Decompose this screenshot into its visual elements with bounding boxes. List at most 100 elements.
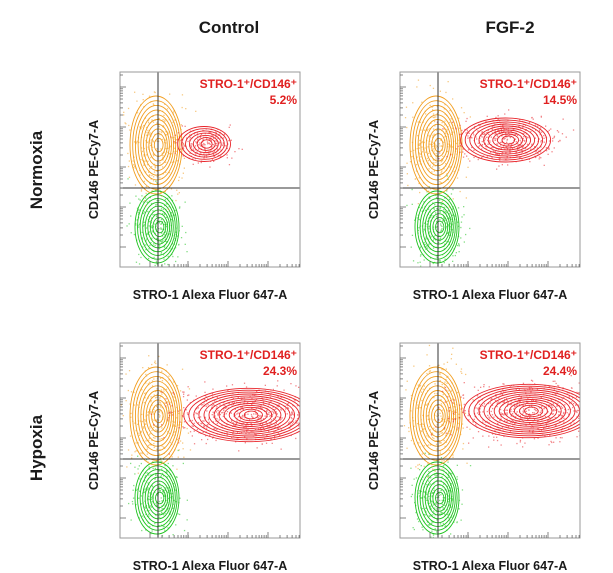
event-dot [254, 433, 256, 436]
event-dot [519, 439, 522, 441]
event-dot [154, 163, 156, 165]
event-dot [138, 406, 140, 408]
contour-line [501, 135, 516, 145]
event-dot [417, 464, 419, 466]
event-dot [488, 446, 490, 448]
event-dot [145, 192, 147, 194]
event-dot [226, 147, 228, 149]
event-dot [281, 396, 283, 398]
event-dot [452, 347, 454, 349]
event-dot [230, 420, 233, 422]
event-dot [427, 476, 429, 478]
event-dot [165, 499, 167, 502]
contour-line [492, 131, 524, 149]
event-dot [158, 117, 160, 120]
event-dot [421, 101, 423, 103]
event-dot [178, 207, 181, 209]
event-dot [517, 414, 519, 416]
event-dot [140, 190, 143, 192]
event-dot [150, 396, 152, 398]
event-dot [306, 422, 307, 423]
event-dot [129, 435, 132, 437]
event-dot [144, 506, 146, 508]
contour-line [238, 408, 263, 422]
event-dot [483, 386, 485, 388]
event-dot [421, 146, 423, 148]
event-dot [481, 148, 483, 150]
event-dot [469, 465, 472, 467]
event-dot [528, 405, 531, 407]
event-dot [302, 406, 303, 407]
event-dot [441, 390, 444, 393]
event-dot [145, 171, 147, 173]
event-dot [511, 143, 513, 146]
event-dot [158, 221, 160, 223]
event-dot [538, 131, 541, 133]
event-dot [146, 453, 148, 455]
event-dot [232, 398, 234, 400]
event-dot [435, 161, 437, 164]
event-dot [226, 157, 228, 159]
event-dot [490, 399, 492, 401]
event-dot [270, 401, 272, 403]
event-dot [439, 191, 441, 193]
event-dot [161, 508, 163, 510]
panel-hypoxia-fgf-2: STRO-1⁺/CD146⁺24.4%STRO-1 Alexa Fluor 64… [367, 342, 583, 573]
event-dot [451, 353, 453, 355]
event-dot [456, 521, 458, 524]
event-dot [163, 246, 166, 248]
event-dot [459, 417, 461, 419]
event-dot [477, 142, 479, 144]
event-dot [267, 413, 269, 415]
contour-line [213, 399, 286, 431]
event-dot [255, 434, 257, 436]
event-dot [448, 234, 451, 236]
event-dot [443, 418, 445, 421]
event-dot [221, 144, 224, 146]
event-dot [429, 84, 431, 87]
event-dot [434, 147, 437, 150]
contour-line [496, 133, 520, 147]
event-dot [441, 432, 444, 434]
event-dot [440, 415, 442, 417]
event-dot [137, 210, 139, 212]
event-dot [164, 512, 166, 515]
event-dot [155, 420, 158, 422]
event-dot [179, 409, 182, 411]
event-dot [161, 380, 164, 382]
event-dot [147, 129, 149, 132]
event-dot [582, 423, 583, 424]
event-dot [449, 519, 451, 521]
event-dot [295, 437, 297, 440]
event-dot [132, 503, 134, 505]
event-dot [428, 136, 431, 138]
event-dot [410, 495, 412, 498]
event-dot [271, 427, 273, 429]
event-dot [160, 389, 163, 391]
event-dot [547, 416, 550, 418]
event-dot [431, 143, 433, 146]
event-dot [444, 381, 446, 383]
event-dot [430, 500, 432, 503]
event-dot [453, 399, 456, 401]
event-dot [417, 79, 420, 81]
event-dot [481, 132, 483, 134]
event-dot [173, 425, 175, 427]
event-dot [416, 156, 418, 158]
gate-percent-label: 24.3% [263, 364, 297, 378]
event-dot [447, 514, 449, 516]
event-dot [426, 372, 428, 375]
event-dot [575, 410, 577, 412]
event-dot [261, 415, 263, 417]
event-dot [307, 415, 308, 416]
event-dot [245, 386, 248, 388]
event-dot [168, 119, 170, 121]
event-dot [148, 437, 151, 439]
event-dot [505, 145, 507, 148]
event-dot [494, 399, 497, 402]
event-dot [436, 113, 438, 115]
event-dot [193, 443, 196, 445]
event-dot [412, 116, 414, 118]
event-dot [192, 425, 194, 427]
event-dot [440, 139, 442, 141]
